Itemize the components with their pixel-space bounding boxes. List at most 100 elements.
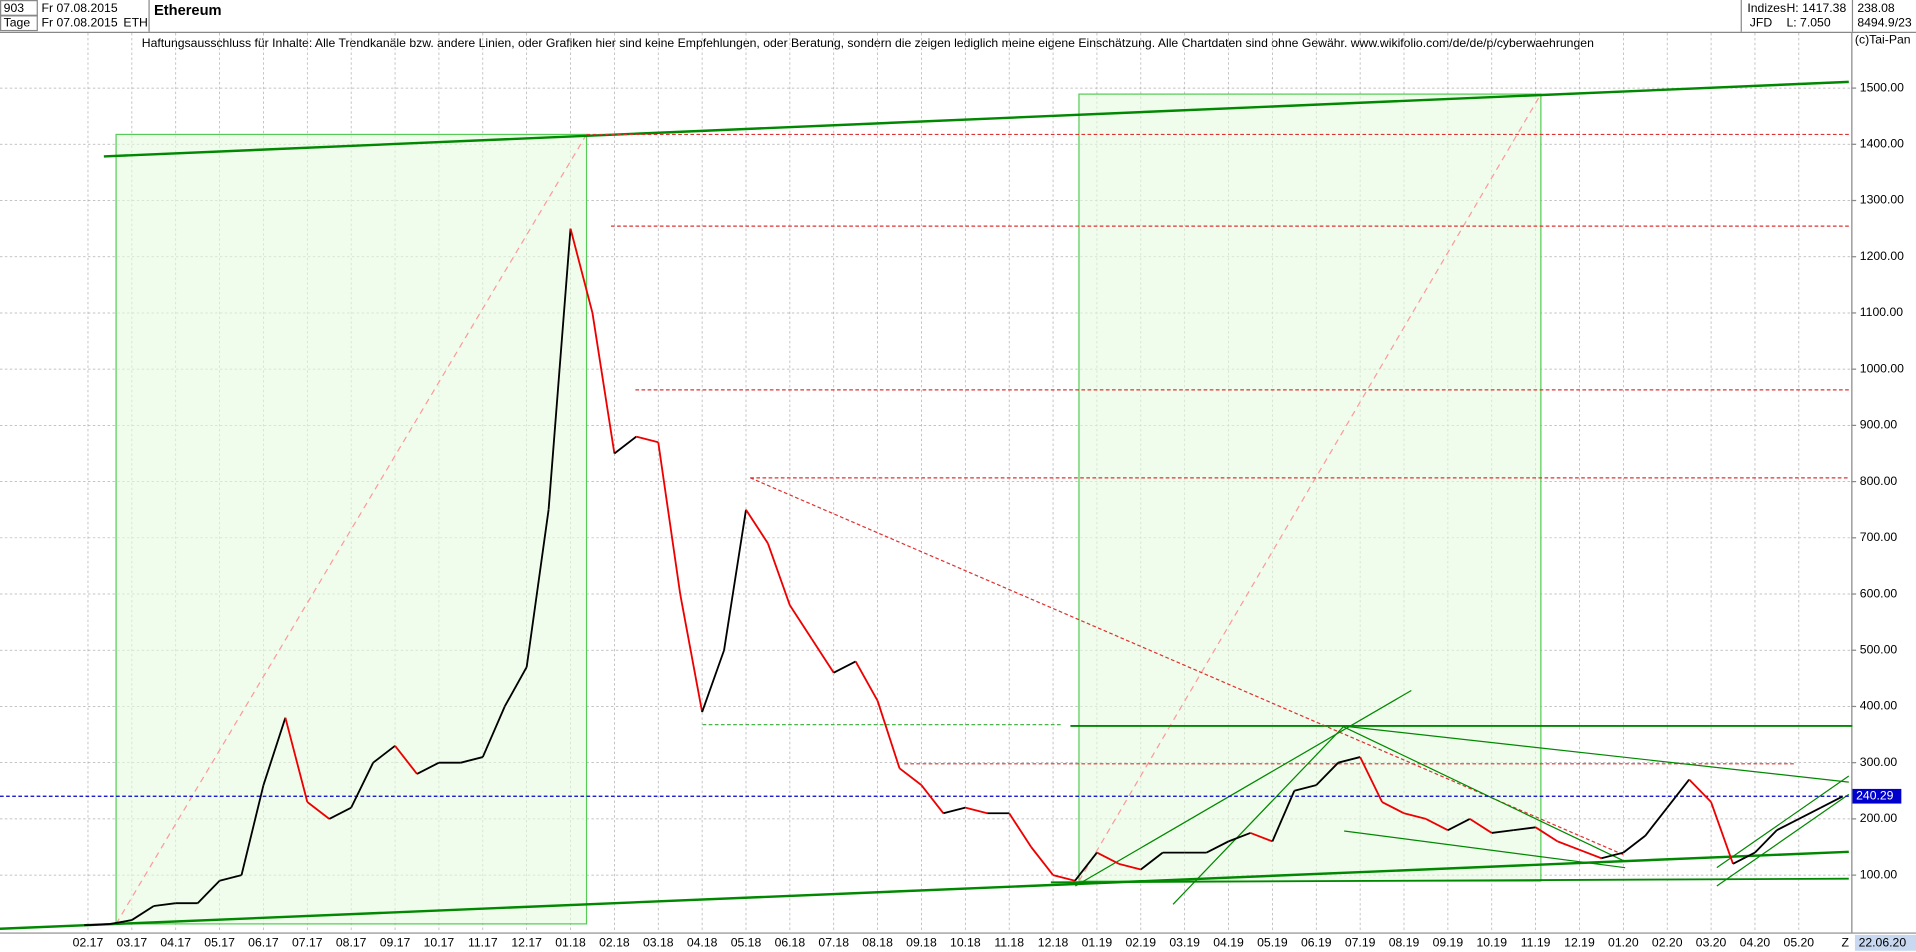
date: Fr 07.08.2015 (42, 15, 118, 29)
high: H: 1417.38 (1786, 1, 1846, 15)
y-tick-label: 1400.00 (1860, 137, 1904, 151)
y-tick-label: 1200.00 (1860, 249, 1904, 263)
trend-line (1341, 725, 1626, 863)
price-segment (1535, 826, 1559, 843)
price-segment (1820, 795, 1844, 809)
price-segment (196, 880, 221, 904)
trend-line (1050, 877, 1849, 884)
price-segment (613, 435, 637, 455)
x-tick-label: 05.17 (204, 936, 235, 950)
end-date-box (1854, 934, 1916, 951)
y-tick-label: 100.00 (1860, 867, 1898, 881)
x-tick-label: 12.19 (1564, 936, 1595, 950)
price-segment (372, 745, 396, 764)
trend-line (0, 850, 1849, 931)
x-tick-label: 11.18 (994, 936, 1024, 950)
price-segment (1601, 851, 1624, 860)
x-tick-label: 03.18 (643, 936, 674, 950)
price-segment (87, 923, 110, 927)
x-tick-label: 07.18 (818, 936, 849, 950)
copyright: (c)Tai-Pan (1855, 33, 1911, 47)
price-segment (547, 228, 572, 510)
end-date: 22.06.20 (1859, 936, 1907, 950)
trend-line (1344, 830, 1626, 869)
x-tick-label: 06.19 (1301, 936, 1332, 950)
x-tick-label: 04.18 (687, 936, 718, 950)
x-tick-label: 01.19 (1082, 936, 1113, 950)
price-segment (131, 905, 155, 921)
y-tick-label: 1500.00 (1860, 80, 1904, 94)
price-segment (1798, 806, 1822, 820)
price-segment (701, 649, 725, 713)
x-tick-label: 06.17 (248, 936, 279, 950)
y-tick-label: 700.00 (1860, 530, 1898, 544)
price-segment (1359, 756, 1383, 803)
price-segment (1052, 874, 1076, 882)
price-segment (811, 638, 835, 674)
price-segment (1425, 818, 1449, 831)
price-segment (1644, 807, 1668, 837)
price-segment (481, 706, 506, 758)
price-segment (876, 700, 901, 769)
x-tick-label: 08.18 (862, 936, 893, 950)
x-tick-label: 12.18 (1038, 936, 1069, 950)
x-tick-label: 10.17 (424, 936, 455, 950)
price-segment (854, 661, 879, 702)
price-segment (1579, 848, 1602, 860)
x-tick-label: 01.20 (1608, 936, 1639, 950)
period-box[interactable] (0, 15, 38, 32)
date: Fr 07.08.2015 (42, 1, 118, 15)
x-tick-label: 07.17 (292, 936, 323, 950)
y-tick-label: 200.00 (1860, 811, 1898, 825)
low: L: 7.050 (1786, 15, 1830, 29)
end-marker: Z (1841, 936, 1849, 950)
y-tick-label: 900.00 (1860, 418, 1898, 432)
x-tick-label: 05.18 (731, 936, 762, 950)
header: 903 Fr 07.08.2015 Tage Fr 07.08.2015 ETH… (0, 0, 1916, 50)
x-tick-label: 09.19 (1433, 936, 1464, 950)
x-tick-label: 02.17 (73, 936, 104, 950)
trend-line (1078, 93, 1542, 882)
broker: JFD (1750, 15, 1773, 29)
price-segment (219, 874, 242, 882)
price-segment (1294, 784, 1317, 792)
x-tick-label: 02.19 (1126, 936, 1157, 950)
x-tick-label: 01.18 (555, 936, 586, 950)
plot (84, 228, 1844, 927)
y-tick-label: 300.00 (1860, 755, 1898, 769)
symbol: ETH (123, 15, 147, 29)
price-segment (503, 666, 528, 707)
disclaimer: Haftungsausschluss für Inhalte: Alle Tre… (142, 36, 1594, 50)
y-tick-label: 800.00 (1860, 474, 1898, 488)
x-tick-label: 08.19 (1389, 936, 1420, 950)
x-tick-label: 09.18 (906, 936, 937, 950)
price-segment (1491, 829, 1514, 834)
price-segment (262, 717, 287, 786)
x-tick-label: 04.17 (160, 936, 191, 950)
count: 903 (4, 1, 25, 15)
last-price-label: 240.29 (1856, 788, 1894, 802)
price-segment (1776, 818, 1800, 831)
trend-line (1716, 775, 1850, 869)
price-segment (153, 902, 176, 907)
x-tick-label: 09.17 (380, 936, 411, 950)
x-tick-label: 10.18 (950, 936, 981, 950)
price-segment (1337, 756, 1361, 764)
x-tick-label: 03.20 (1696, 936, 1727, 950)
x-tick-label: 03.17 (117, 936, 148, 950)
price-segment (1513, 826, 1536, 832)
price-segment (1754, 829, 1778, 854)
price-segment (657, 442, 682, 595)
price-segment (306, 801, 330, 820)
price-segment (636, 435, 659, 444)
trend-line (103, 80, 1849, 158)
price-segment (723, 509, 747, 651)
price-segment (591, 312, 616, 454)
price-segment (525, 509, 550, 668)
price-segment (1030, 846, 1054, 876)
price-segment (416, 761, 440, 775)
price-segment (745, 509, 769, 544)
price-segment (284, 717, 309, 803)
y-tick-label: 1000.00 (1860, 361, 1904, 375)
price-segment (1140, 851, 1164, 871)
